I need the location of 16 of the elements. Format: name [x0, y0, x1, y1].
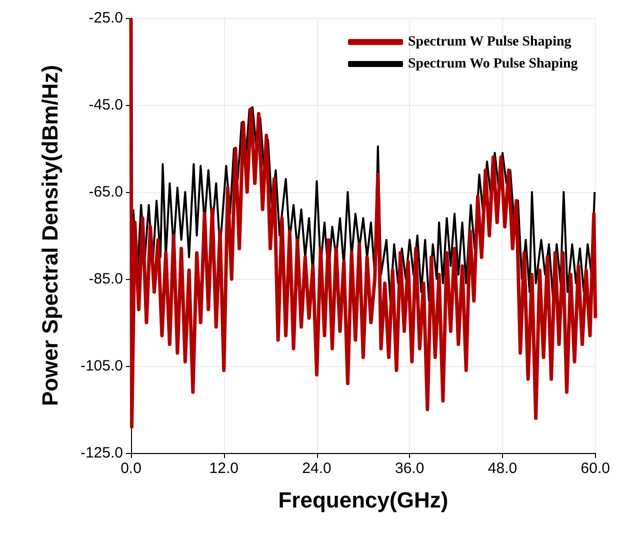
- legend-label: Spectrum Wo Pulse Shaping: [408, 56, 578, 72]
- y-tick-label: -105.0: [80, 358, 123, 374]
- x-tick-label: 12.0: [209, 460, 238, 477]
- x-tick-label: 0.0: [120, 460, 142, 477]
- x-tick-label: 24.0: [302, 460, 332, 477]
- y-tick-label: -85.0: [88, 270, 123, 288]
- y-tick-label: -65.0: [88, 184, 123, 200]
- y-tick-label: -25.0: [88, 10, 123, 26]
- y-axis-title: Power Spectral Density(dBm/Hz): [38, 64, 62, 406]
- y-tick-label: -125.0: [80, 444, 123, 462]
- legend-label: Spectrum W Pulse Shaping: [408, 34, 572, 50]
- x-tick-label: 36.0: [395, 460, 424, 477]
- x-tick-label: 60.0: [580, 460, 610, 477]
- y-tick-label: -45.0: [88, 96, 123, 114]
- x-axis-title: Frequency(GHz): [278, 488, 448, 512]
- x-tick-label: 48.0: [488, 460, 518, 477]
